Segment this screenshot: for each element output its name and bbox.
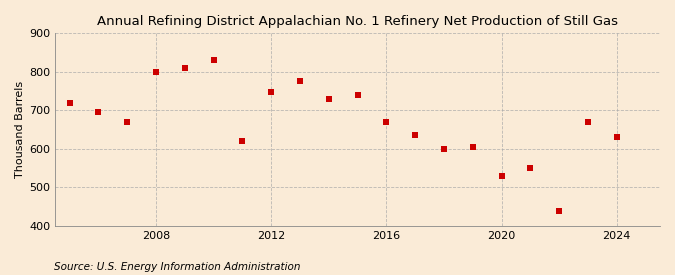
Point	[151, 70, 161, 74]
Point	[93, 110, 104, 114]
Point	[266, 90, 277, 94]
Point	[612, 134, 622, 139]
Point	[64, 100, 75, 105]
Point	[583, 120, 593, 124]
Point	[294, 79, 305, 84]
Point	[352, 93, 363, 97]
Point	[439, 147, 450, 151]
Y-axis label: Thousand Barrels: Thousand Barrels	[15, 81, 25, 178]
Point	[323, 97, 334, 101]
Point	[467, 145, 478, 149]
Text: Source: U.S. Energy Information Administration: Source: U.S. Energy Information Administ…	[54, 262, 300, 272]
Point	[410, 133, 421, 138]
Point	[525, 166, 536, 170]
Point	[496, 174, 507, 178]
Point	[208, 58, 219, 62]
Point	[122, 120, 132, 124]
Point	[381, 120, 392, 124]
Point	[237, 139, 248, 143]
Title: Annual Refining District Appalachian No. 1 Refinery Net Production of Still Gas: Annual Refining District Appalachian No.…	[97, 15, 618, 28]
Point	[554, 209, 564, 213]
Point	[180, 66, 190, 70]
